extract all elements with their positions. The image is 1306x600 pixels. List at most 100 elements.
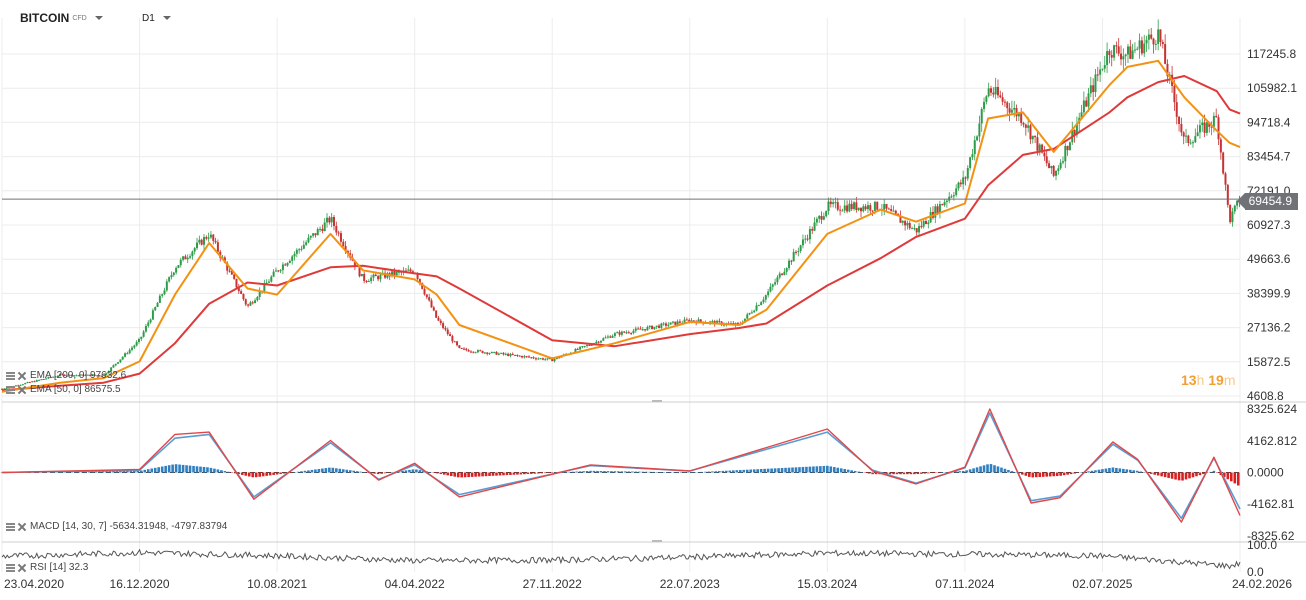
candle-body <box>191 251 194 257</box>
macd-hist-bar <box>126 470 129 473</box>
candle-body <box>918 226 921 233</box>
macd-hist-bar <box>181 464 185 473</box>
candle-body <box>599 340 602 343</box>
candle-body <box>133 345 136 348</box>
candle-body <box>175 267 178 273</box>
candle-body <box>678 321 681 323</box>
menu-icon[interactable] <box>6 385 15 394</box>
macd-hist-bar <box>1097 469 1101 473</box>
macd-hist-bar <box>867 472 871 474</box>
candle-body <box>240 291 243 294</box>
macd-hist-bar <box>335 468 338 473</box>
candle-body <box>1075 123 1078 135</box>
macd-hist-bar <box>874 472 878 475</box>
candle-body <box>697 319 700 324</box>
candle-body <box>866 205 869 210</box>
symbol-selector[interactable]: BITCOIN CFD <box>20 8 103 28</box>
candle-body <box>147 322 150 326</box>
candle-body <box>124 353 127 357</box>
legend-ema50: EMA [50, 0] 86575.5 <box>6 384 125 395</box>
close-icon[interactable] <box>18 386 26 394</box>
candle-body <box>407 269 410 271</box>
macd-hist-bar <box>651 471 655 473</box>
candle-body <box>82 374 85 376</box>
macd-hist-bar <box>916 472 920 475</box>
macd-hist-bar <box>1132 470 1136 473</box>
candle-body <box>1094 74 1097 93</box>
candle-body <box>653 326 656 330</box>
candle-body <box>263 282 266 291</box>
macd-hist-bar <box>439 472 443 475</box>
macd-hist-bar <box>366 472 369 473</box>
menu-icon[interactable] <box>6 563 15 572</box>
rsi-line <box>1 548 1241 570</box>
macd-hist-bar <box>1115 467 1118 473</box>
candle-body <box>428 297 431 301</box>
candle-body <box>182 256 185 260</box>
candle-body <box>1061 161 1064 163</box>
candle-body <box>957 182 960 189</box>
macd-hist-bar <box>526 472 530 475</box>
macd-hist-bar <box>808 466 812 473</box>
candle-body <box>409 269 412 272</box>
candle-body <box>792 251 795 262</box>
candle-body <box>397 271 400 273</box>
candle-body <box>662 323 665 325</box>
legend-rsi: RSI [14] 32.3 <box>6 562 92 573</box>
candle-body <box>172 272 175 276</box>
macd-hist-bar <box>993 465 996 473</box>
macd-hist-bar <box>655 471 658 473</box>
candle-body <box>516 354 519 356</box>
candle-body <box>1036 137 1039 151</box>
macd-hist-bar <box>164 465 167 473</box>
macd-hist-bar <box>418 470 422 473</box>
candle-body <box>976 136 979 141</box>
close-icon[interactable] <box>18 372 26 380</box>
macd-hist-bar <box>662 472 665 473</box>
macd-hist-bar <box>850 470 854 473</box>
candle-body <box>432 307 435 311</box>
candle-body <box>186 257 189 260</box>
candle-body <box>1182 132 1185 137</box>
macd-hist-bar <box>1229 472 1233 482</box>
candle-body <box>202 237 205 245</box>
macd-hist-bar <box>146 469 150 473</box>
macd-hist-bar <box>871 472 874 475</box>
candle-body <box>335 226 338 233</box>
timeframe-label: D1 <box>142 12 155 24</box>
macd-hist-bar <box>1024 472 1028 476</box>
close-icon[interactable] <box>18 523 26 531</box>
candle-body <box>360 273 363 277</box>
macd-hist-bar <box>195 466 199 473</box>
macd-hist-bar <box>839 468 843 473</box>
macd-hist-bar <box>1139 471 1143 473</box>
menu-icon[interactable] <box>6 371 15 380</box>
candle-body <box>193 248 196 252</box>
candle-body <box>302 244 305 249</box>
candle-body <box>258 290 261 297</box>
candle-body <box>1010 109 1013 113</box>
candle-body <box>548 358 551 360</box>
candle-body <box>72 375 75 377</box>
macd-hist-bar <box>665 472 669 473</box>
candle-body <box>31 381 34 383</box>
candle-body <box>1087 93 1090 107</box>
candle-body <box>669 322 672 325</box>
candle-body <box>144 325 147 332</box>
timeframe-selector[interactable]: D1 <box>142 8 171 28</box>
macd-hist-bar <box>864 472 867 473</box>
candle-body <box>453 341 456 343</box>
candle-body <box>1027 125 1030 128</box>
countdown-minutes: 19 <box>1208 372 1224 388</box>
candle-body <box>962 177 965 185</box>
candle-body <box>908 222 911 229</box>
candle-body <box>404 270 407 272</box>
candle-body <box>24 383 27 385</box>
menu-icon[interactable] <box>6 522 15 531</box>
macd-hist-bar <box>1167 472 1170 478</box>
macd-hist-bar <box>502 472 505 476</box>
macd-hist-bar <box>122 471 126 473</box>
close-icon[interactable] <box>18 564 26 572</box>
macd-hist-bar <box>843 469 847 473</box>
